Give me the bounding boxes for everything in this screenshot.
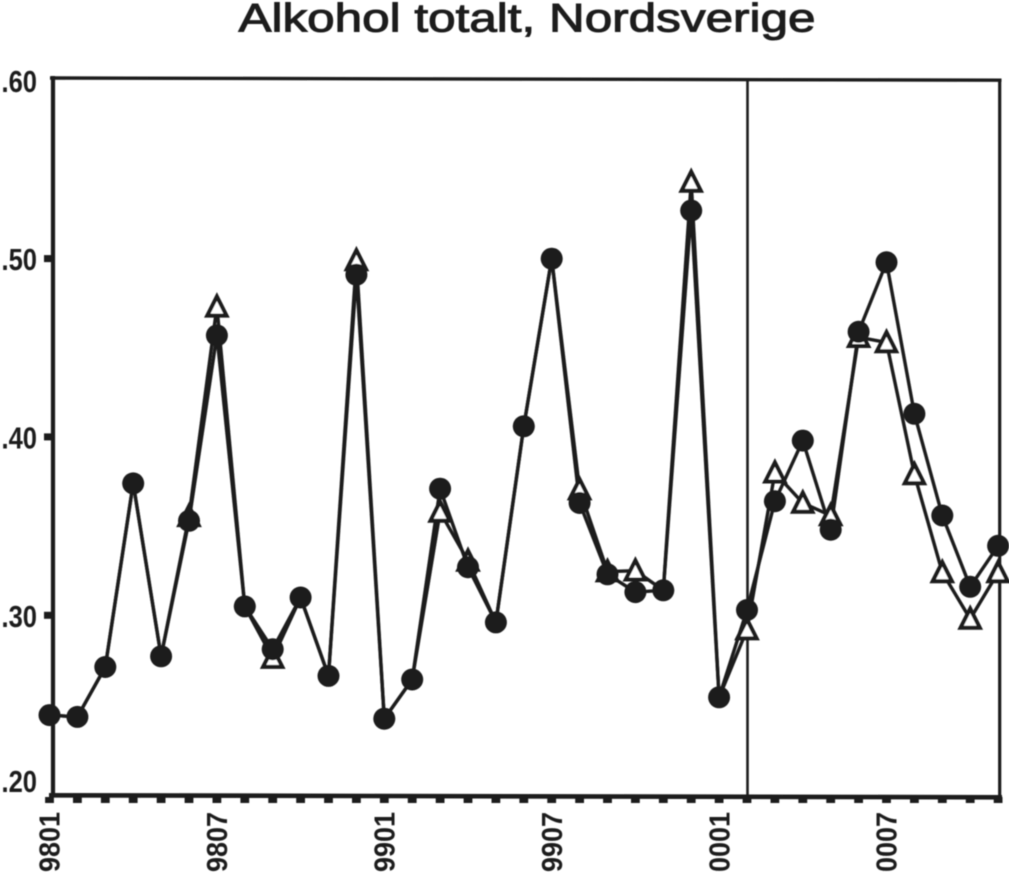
svg-text:.50: .50: [2, 242, 38, 277]
svg-text:9807: 9807: [202, 812, 234, 872]
svg-text:Alkohol totalt, Nordsverige: Alkohol totalt, Nordsverige: [239, 0, 816, 41]
svg-text:.20: .20: [2, 764, 38, 799]
svg-text:0001: 0001: [704, 812, 736, 872]
svg-text:.30: .30: [2, 599, 38, 634]
svg-text:0007: 0007: [872, 812, 904, 872]
svg-text:.60: .60: [2, 64, 38, 99]
svg-text:9901: 9901: [370, 812, 402, 872]
svg-text:9801: 9801: [35, 812, 67, 872]
svg-text:9907: 9907: [537, 812, 569, 872]
svg-text:.40: .40: [2, 421, 38, 456]
